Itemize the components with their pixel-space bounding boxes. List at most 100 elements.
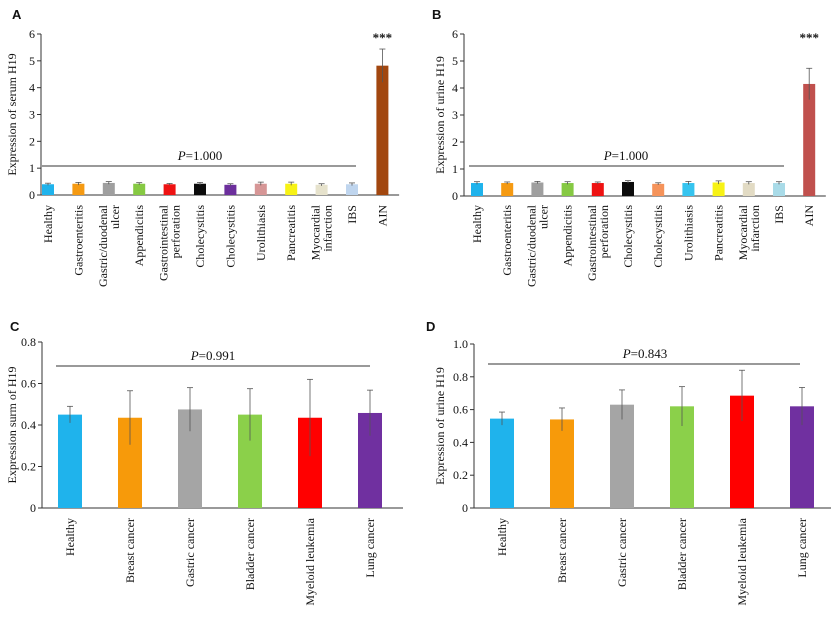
bar (501, 183, 514, 196)
x-tick-label: Bladder cancer (243, 518, 257, 590)
y-axis-label: Expression of serum H19 (5, 53, 19, 175)
p-value-symbol: P (177, 148, 186, 163)
x-tick-label: IBS (345, 205, 359, 224)
y-tick-label: 4 (452, 81, 458, 95)
x-tick-label-line: perforation (597, 205, 611, 258)
bar (610, 404, 634, 508)
x-tick-label-line: Bladder cancer (243, 518, 257, 590)
bar (315, 184, 328, 195)
x-tick-label: Appendicitis (132, 205, 146, 267)
y-tick-label: 1.0 (453, 337, 468, 351)
x-tick-label: Healthy (41, 205, 55, 243)
p-value-number: =1.000 (612, 148, 649, 163)
x-tick-label: Cholecystitis (651, 205, 665, 268)
y-axis-label: Expression of urine H19 (433, 56, 447, 174)
chart-panel-c: C 0 0.2 0.4 0.6 0.8 Expression surm of H19 Heal… (5, 319, 403, 606)
y-tick-label: 6 (452, 27, 458, 41)
bar (550, 419, 574, 508)
p-value-text: P=0.843 (622, 346, 668, 361)
y-tick-label: 0 (452, 189, 458, 203)
bar (72, 183, 85, 195)
x-tick-label-line: Breast cancer (555, 518, 569, 583)
y-tick-label: 0.6 (453, 403, 468, 417)
bar (742, 183, 755, 196)
y-tick-label: 0 (29, 188, 35, 202)
bar (490, 418, 514, 508)
y-tick-label: 0.6 (21, 377, 36, 391)
bar (652, 183, 665, 196)
x-tick-label: Myeloid leukemia (735, 517, 749, 605)
x-tick-label-line: Gastric cancer (615, 518, 629, 587)
x-tick-label-line: Gastrointestinal (157, 204, 171, 281)
x-tick-label-line: Healthy (470, 205, 484, 243)
x-tick-label-line: Lung cancer (795, 518, 809, 578)
bar (376, 65, 389, 195)
x-tick-label-line: Lung cancer (363, 518, 377, 578)
x-tick-label: Pancreatitis (284, 205, 298, 261)
panel-letter: C (10, 319, 20, 334)
x-tick-label: Gastrointestinalperforation (157, 204, 183, 281)
chart-panel-d: D 0 0.2 0.4 0.6 0.8 1.0 Expression of urine H19… (426, 319, 831, 606)
y-tick-label: 1 (452, 162, 458, 176)
y-tick-label: 0.4 (21, 418, 36, 432)
x-tick-label: Gastric/duodenalulcer (524, 204, 550, 287)
y-tick-label: 0.2 (453, 468, 468, 482)
x-tick-label-line: AIN (375, 205, 389, 227)
y-tick-label: 0 (462, 501, 468, 515)
x-tick-label: Gastric cancer (615, 518, 629, 587)
bar (531, 182, 544, 196)
x-tick-label: Lung cancer (363, 518, 377, 578)
y-tick-label: 6 (29, 27, 35, 41)
y-axis-label: Expression surm of H19 (5, 367, 19, 484)
p-value-number: =1.000 (186, 148, 223, 163)
p-value-symbol: P (190, 348, 199, 363)
x-tick-label-line: Myeloid leukemia (303, 517, 317, 605)
x-tick-label-line: AIN (802, 205, 816, 227)
x-tick-label-line: Gastric/duodenal (524, 204, 538, 287)
x-tick-label: Gastric cancer (183, 518, 197, 587)
bar (102, 182, 115, 195)
x-tick-label-line: Gastric cancer (183, 518, 197, 587)
x-tick-label: Pancreatitis (712, 205, 726, 261)
bar (712, 182, 725, 196)
x-tick-label: Myocardialinfarction (736, 204, 762, 260)
x-tick-label-line: Urolithiasis (254, 205, 268, 261)
bar (561, 183, 574, 196)
x-tick-label-line: Gastric/duodenal (96, 204, 110, 287)
y-tick-label: 5 (452, 54, 458, 68)
y-tick-label: 5 (29, 54, 35, 68)
x-tick-label-line: perforation (169, 205, 183, 258)
x-tick-label-line: Bladder cancer (675, 518, 689, 590)
x-tick-label-line: Breast cancer (123, 518, 137, 583)
p-value-symbol: P (622, 346, 631, 361)
x-tick-label-line: Myocardial (309, 204, 323, 260)
significance-stars: *** (799, 30, 819, 45)
y-tick-label: 0.8 (21, 335, 36, 349)
bar (133, 183, 146, 195)
x-tick-label-line: Urolithiasis (681, 205, 695, 261)
x-tick-label-line: Pancreatitis (712, 205, 726, 261)
y-tick-label: 0.2 (21, 460, 36, 474)
x-tick-label-line: Myeloid leukemia (735, 517, 749, 605)
x-tick-label: Urolithiasis (254, 205, 268, 261)
x-tick-label-line: ulcer (536, 205, 550, 229)
x-tick-label: Cholecystitis (223, 205, 237, 268)
p-value-symbol: P (603, 148, 612, 163)
x-tick-label: Gastroenteritis (71, 205, 85, 276)
y-tick-label: 3 (452, 108, 458, 122)
x-tick-label-line: Healthy (41, 205, 55, 243)
significance-stars: *** (373, 30, 393, 45)
x-tick-label-line: Healthy (495, 518, 509, 556)
x-tick-label: Gastric/duodenalulcer (96, 204, 122, 287)
x-tick-label: AIN (802, 205, 816, 227)
x-tick-label: Cholecystitis (621, 205, 635, 268)
x-tick-label-line: Cholecystitis (193, 205, 207, 268)
bar (591, 183, 604, 196)
y-tick-label: 0.4 (453, 435, 468, 449)
x-tick-label: Urolithiasis (681, 205, 695, 261)
x-tick-label-line: Appendicitis (561, 205, 575, 267)
x-tick-label: Gastrointestinalperforation (585, 204, 611, 281)
y-tick-label: 1 (29, 161, 35, 175)
bar (58, 414, 82, 508)
y-tick-label: 0 (30, 501, 36, 515)
